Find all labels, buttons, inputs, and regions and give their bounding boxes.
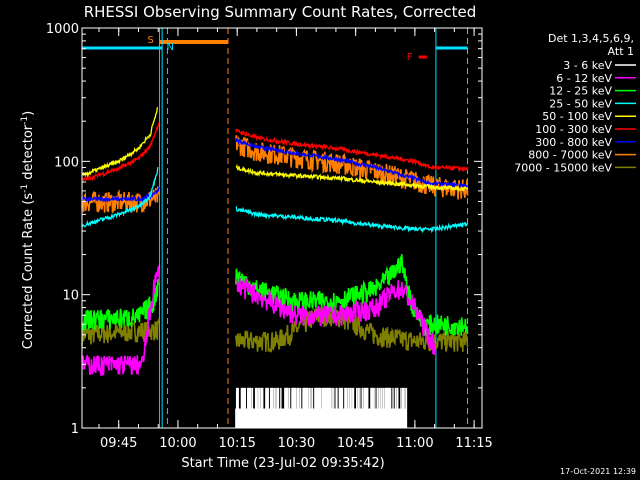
legend-label: 50 - 100 keV [542, 110, 612, 123]
series-3-6kev [235, 387, 408, 428]
legend-header-line1: Det 1,3,4,5,6,9, [548, 32, 634, 45]
plot-frame [81, 27, 483, 429]
series-line [236, 277, 436, 356]
series-line [235, 205, 469, 234]
legend-label: 100 - 300 keV [535, 123, 612, 136]
series-line [81, 278, 161, 332]
x-tick-label: 11:15 [455, 436, 492, 451]
y-axis-label: Corrected Count Rate (s-1 detector-1) [20, 111, 36, 349]
series-25-50kev [81, 167, 469, 234]
legend-label: 25 - 50 keV [549, 97, 612, 110]
x-tick-label: 10:00 [159, 436, 196, 451]
y-axis: 1 10 100 1000 [46, 22, 482, 437]
series-line [81, 167, 159, 228]
footer-date: 17-Oct-2021 12:39 [560, 467, 636, 476]
legend-label: 3 - 6 keV [563, 59, 612, 72]
series-line [235, 128, 469, 173]
chart-title: RHESSI Observing Summary Count Rates, Co… [84, 3, 477, 21]
series-line [235, 163, 469, 193]
series-50-100kev [81, 107, 469, 193]
y-tick-label: 100 [54, 155, 79, 170]
series-100-300kev [81, 122, 469, 182]
x-axis: 09:45 10:00 10:15 10:30 10:45 11:00 11:15 [98, 28, 493, 451]
x-tick-label: 11:00 [396, 436, 433, 451]
y-tick-label: 10 [62, 289, 79, 304]
legend-label: 800 - 7000 keV [528, 149, 612, 162]
legend-label: 7000 - 15000 keV [514, 161, 612, 174]
flag-label-n: N [167, 42, 174, 53]
flag-label-f: F [407, 52, 413, 63]
x-tick-label: 10:30 [278, 436, 315, 451]
series-line [81, 185, 160, 203]
series-12-25kev [81, 254, 469, 336]
series-line [81, 122, 160, 182]
series-line [235, 254, 469, 336]
plot-area: S N F [81, 28, 469, 428]
legend-label: 300 - 800 keV [535, 136, 612, 149]
x-axis-label: Start Time (23-Jul-02 09:35:42) [181, 456, 384, 471]
x-tick-label: 09:45 [100, 436, 137, 451]
series-line [235, 135, 469, 200]
series-line [81, 264, 161, 376]
legend-label: 12 - 25 keV [549, 85, 612, 98]
x-tick-label: 10:15 [218, 436, 255, 451]
flag-label-s: S [148, 35, 154, 46]
y-tick-label: 1000 [46, 22, 79, 37]
series-6-12kev [81, 264, 436, 376]
legend-header-line2: Att 1 [608, 45, 634, 58]
x-tick-label: 10:45 [337, 436, 374, 451]
legend-label: 6 - 12 keV [556, 72, 612, 85]
series-line [81, 107, 159, 178]
y-tick-label: 1 [71, 422, 79, 437]
